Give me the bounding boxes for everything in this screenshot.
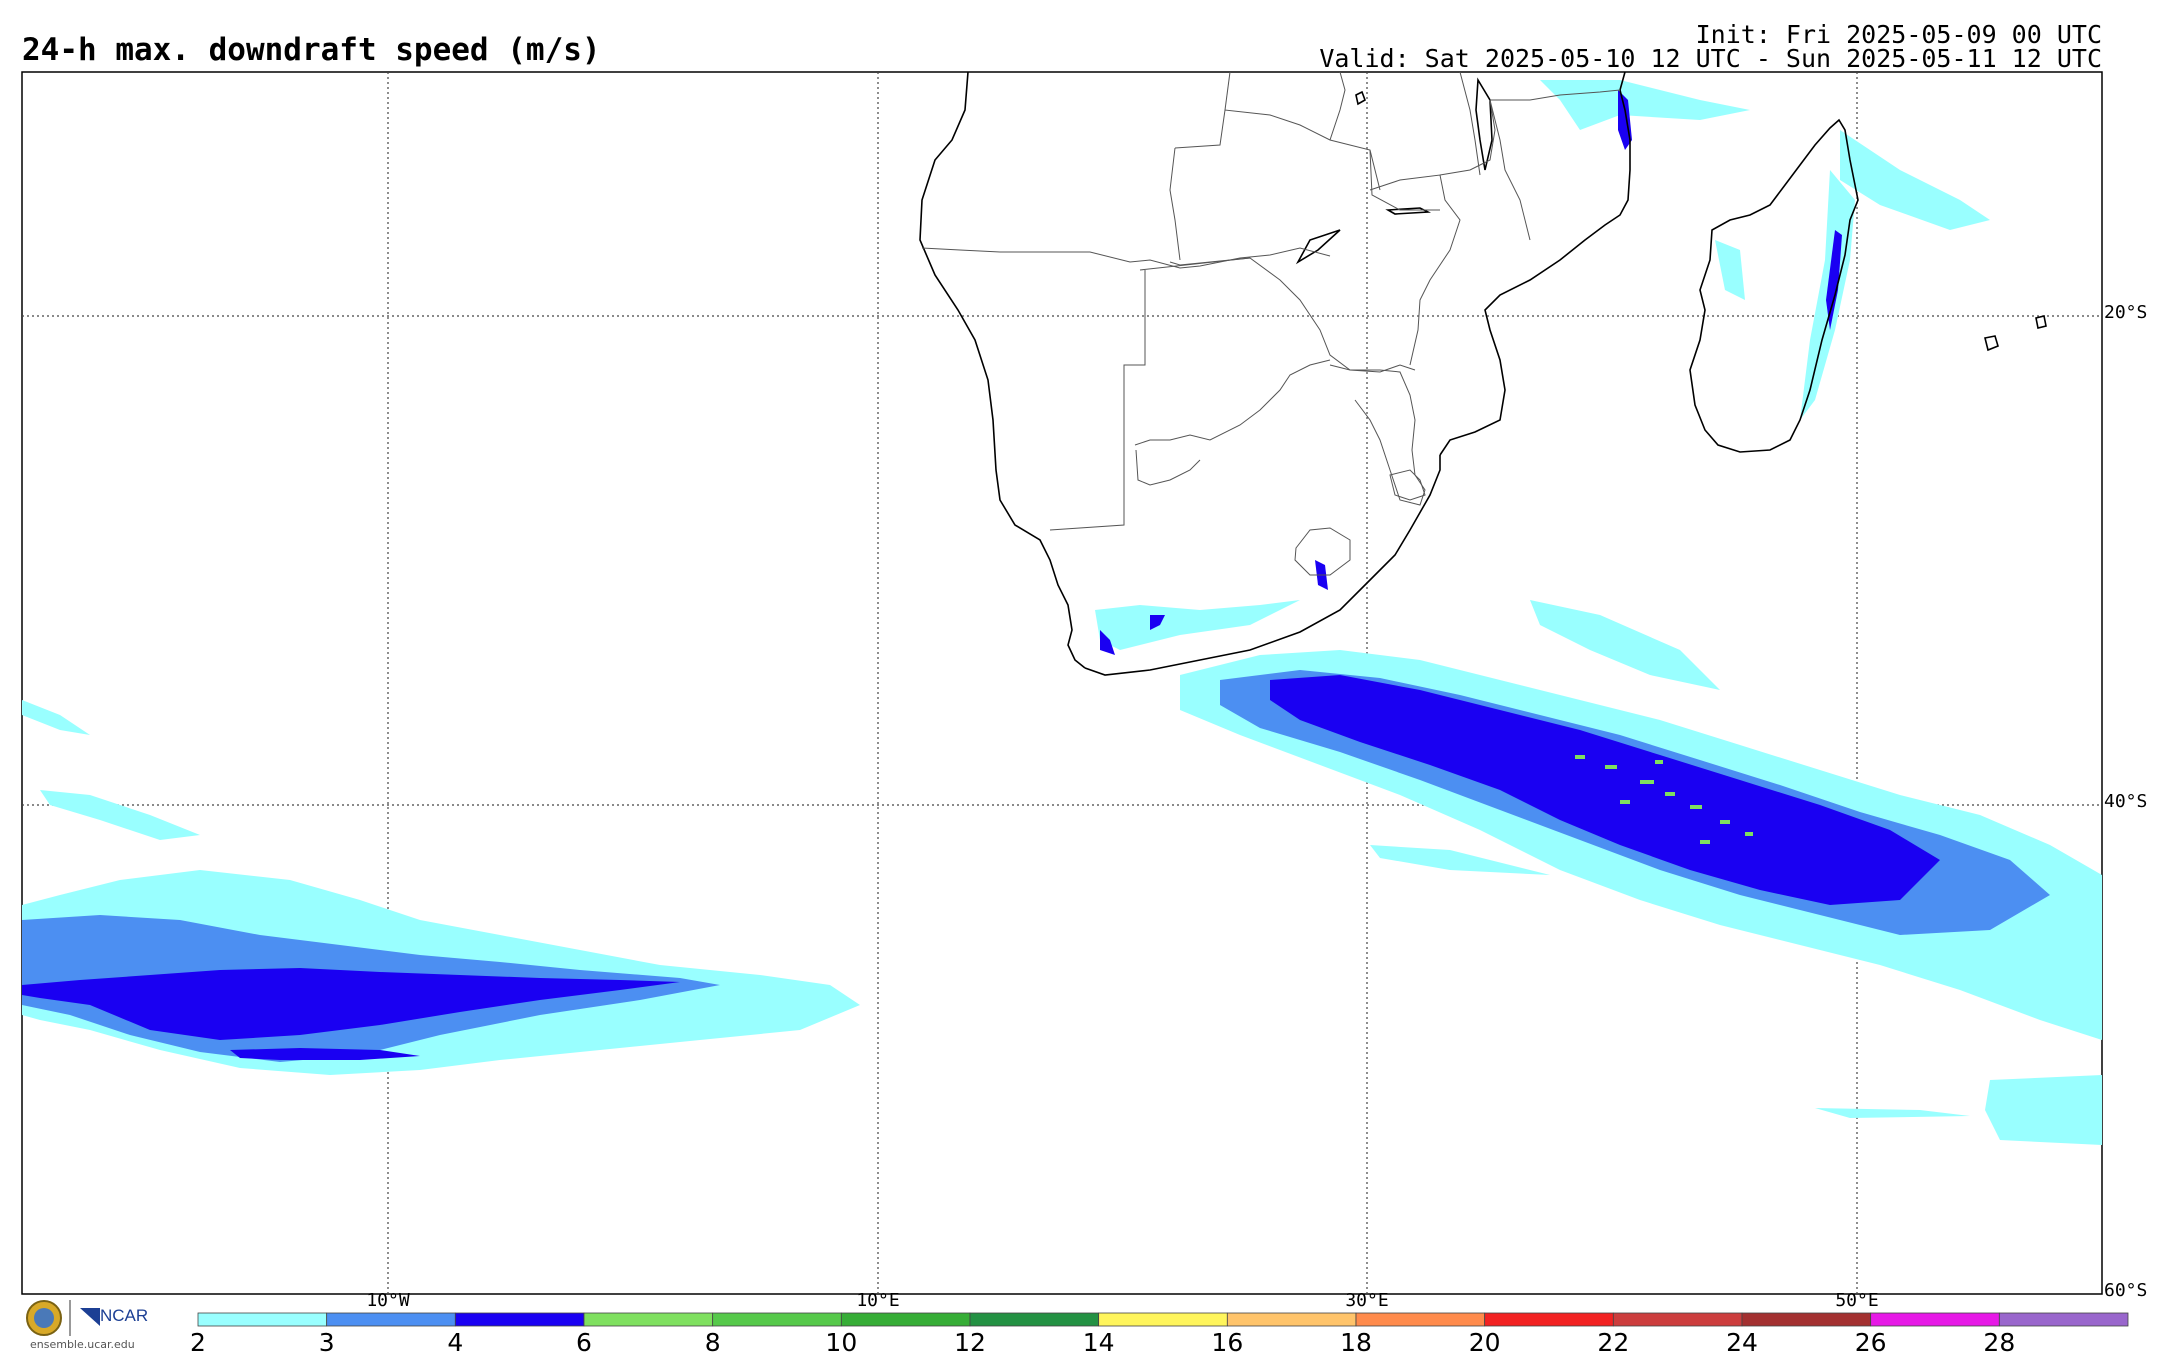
downdraft-field-east	[1180, 600, 2102, 1040]
colorbar-tick-label: 26	[1854, 1328, 1887, 1357]
field-west-dark-streak	[230, 1048, 420, 1060]
colorbar-segment	[969, 1312, 1100, 1327]
field-east-darkblue	[1270, 675, 1940, 905]
lon-label-10e: 10°E	[856, 1290, 900, 1311]
field-madagascar-east	[1840, 130, 1990, 230]
field-cape-dark-2	[1150, 615, 1165, 630]
colorbar-tick-label: 2	[190, 1328, 206, 1357]
colorbar-tick-label: 4	[447, 1328, 464, 1357]
nsf-logo-icon	[26, 1300, 100, 1336]
field-east-cyan-scatter	[1530, 600, 1720, 690]
africa-east-coast	[1439, 71, 1631, 456]
field-west-cyan-tail	[40, 790, 200, 840]
colorbar-segment	[1484, 1312, 1614, 1327]
colorbar-segment	[326, 1312, 456, 1327]
colorbar-segment	[712, 1312, 842, 1327]
colorbar-segment	[197, 1312, 328, 1327]
colorbar-segment	[1355, 1312, 1486, 1327]
lat-label-60s: 60°S	[2104, 1280, 2148, 1301]
colorbar-segment	[1870, 1312, 2000, 1327]
colorbar	[197, 1312, 2129, 1327]
lat-label-40s: 40°S	[2104, 791, 2148, 812]
colorbar-tick-label: 28	[1983, 1328, 2016, 1357]
lon-label-50e: 50°E	[1835, 1290, 1879, 1311]
chart-title: 24-h max. downdraft speed (m/s)	[22, 32, 601, 68]
field-madagascar-west	[1715, 240, 1745, 300]
mauritius-island	[2035, 315, 2047, 329]
field-madagascar-coast-dark	[1826, 230, 1842, 330]
lake-cabora-bassa	[1385, 207, 1432, 215]
madagascar-coastline	[1689, 118, 1859, 453]
africa-west-coast	[919, 71, 1086, 669]
lon-label-10w: 10°W	[366, 1290, 410, 1311]
colorbar-segment	[840, 1312, 971, 1327]
ncar-logo-text: NCAR	[100, 1306, 149, 1325]
field-far-se-streak	[1815, 1108, 1970, 1118]
map-frame	[21, 71, 2103, 1295]
colorbar-tick-label: 22	[1597, 1328, 1630, 1357]
reunion-island	[1984, 335, 1999, 352]
coastlines	[919, 71, 2047, 676]
colorbar-segment	[1226, 1312, 1357, 1327]
lake-kariba	[1295, 229, 1341, 265]
colorbar-tick-label: 3	[318, 1328, 335, 1357]
footer-url: ensemble.ucar.edu	[30, 1338, 135, 1351]
africa-south-coast	[1084, 455, 1441, 676]
downdraft-field-west	[22, 700, 860, 1075]
field-west-darkblue	[22, 968, 680, 1040]
lake-victoria-edge	[1355, 90, 1366, 106]
field-west-cyan-sliver	[22, 700, 90, 735]
colorbar-tick-label: 16	[1211, 1328, 1244, 1357]
colorbar-tick-label: 8	[704, 1328, 721, 1357]
colorbar-segment	[1098, 1312, 1228, 1327]
colorbar-tick-label: 10	[825, 1328, 858, 1357]
lon-label-30e: 30°E	[1345, 1290, 1389, 1311]
colorbar-tick-label: 20	[1468, 1328, 1501, 1357]
colorbar-segment	[454, 1312, 585, 1327]
field-cape	[1095, 600, 1300, 650]
colorbar-tick-label: 18	[1340, 1328, 1372, 1357]
field-cape-dark	[1100, 630, 1115, 655]
init-time: Init: Fri 2025-05-09 00 UTC	[1695, 20, 2102, 49]
colorbar-segment	[1998, 1312, 2129, 1327]
colorbar-segment	[1612, 1312, 1743, 1327]
colorbar-tick-label: 12	[954, 1328, 986, 1357]
field-southern-cyan	[1370, 845, 1550, 875]
field-east-green-cells	[1575, 755, 1753, 844]
colorbar-tick-label: 14	[1082, 1328, 1115, 1357]
colorbar-segment	[1741, 1312, 1872, 1327]
lat-label-20s: 20°S	[2104, 302, 2148, 323]
field-far-se-cyan	[1985, 1075, 2102, 1145]
colorbar-tick-label: 6	[576, 1328, 592, 1357]
colorbar-segment	[583, 1312, 714, 1327]
country-borders	[921, 71, 1621, 576]
colorbar-tick-label: 24	[1726, 1328, 1758, 1357]
valid-time: Valid: Sat 2025-05-10 12 UTC - Sun 2025-…	[1319, 44, 2102, 73]
